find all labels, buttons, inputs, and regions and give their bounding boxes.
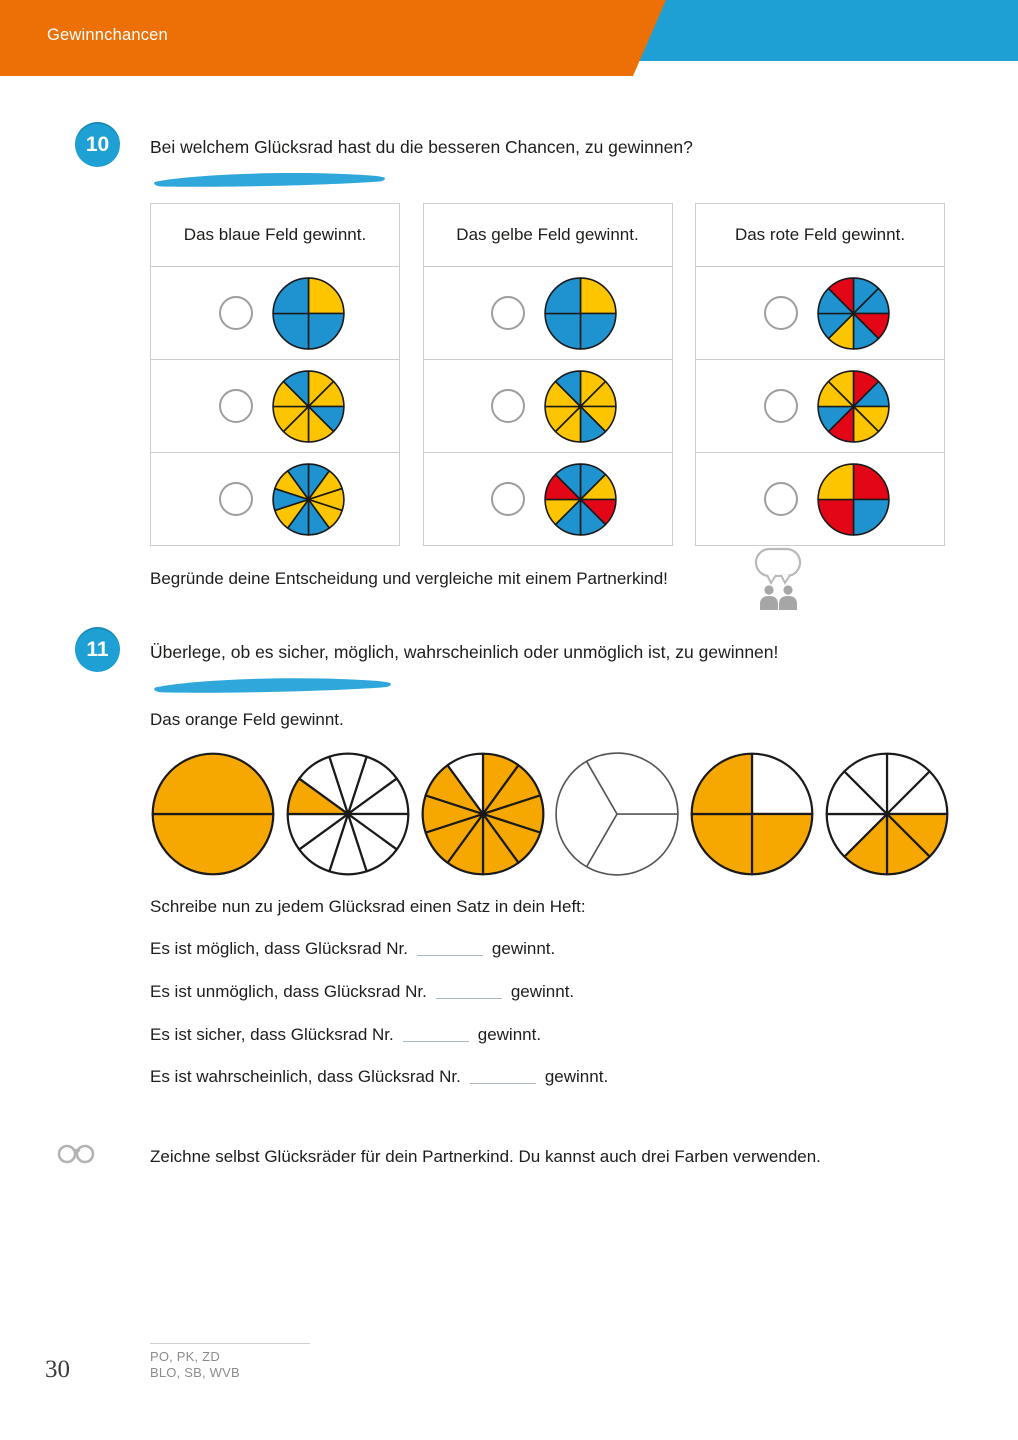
column-header: Das rote Feld gewinnt.: [734, 225, 906, 244]
footer-codes-line1: PO, PK, ZD: [150, 1349, 220, 1364]
sentence-after: gewinnt.: [491, 939, 556, 958]
option-cell: [696, 452, 944, 545]
option-cell: [696, 266, 944, 359]
sentence-before: Es ist unmöglich, dass Glücksrad Nr.: [150, 982, 427, 1001]
sentence-before: Es ist sicher, dass Glücksrad Nr.: [150, 1025, 394, 1044]
spinner-wheel: [816, 369, 891, 444]
spinner-wheel-2: [285, 751, 411, 877]
sentence-sicher: Es ist sicher, dass Glücksrad Nr. gewinnt…: [150, 1025, 541, 1045]
task10-question: Bei welchem Glücksrad hast du die besser…: [150, 137, 693, 157]
table-column-gelb: Das gelbe Feld gewinnt.: [422, 203, 673, 546]
option-cell: [423, 452, 672, 545]
option-cell: [151, 452, 399, 545]
sentence-unmoeglich: Es ist unmöglich, dass Glücksrad Nr. gewi…: [150, 982, 574, 1002]
page-number: 30: [45, 1356, 70, 1383]
spinner-wheel: [543, 462, 618, 537]
radio-option[interactable]: [218, 389, 253, 423]
highlight-marker-task11: [150, 673, 394, 694]
task11-number: 11: [86, 637, 109, 661]
option-cell: [696, 359, 944, 452]
option-cell: [151, 359, 399, 452]
radio-option[interactable]: [763, 296, 798, 330]
partner-talk-icon: [752, 546, 804, 617]
spinner-options-table: Das blaue Feld gewinnt. Das gelbe Feld g…: [150, 203, 945, 546]
radio-option[interactable]: [763, 389, 798, 423]
column-header: Das gelbe Feld gewinnt.: [456, 225, 639, 244]
radio-option[interactable]: [763, 482, 798, 516]
spinner-wheel: [271, 276, 346, 351]
task11-hint: Zeichne selbst Glücksräder für dein Part…: [150, 1147, 821, 1166]
answer-blank[interactable]: [469, 1083, 536, 1084]
radio-option[interactable]: [491, 296, 525, 330]
spinner-wheel: [543, 369, 618, 444]
spinner-wheel: [816, 276, 891, 351]
sentence-after: gewinnt.: [510, 982, 575, 1001]
answer-blank[interactable]: [402, 1041, 469, 1042]
option-cell: [423, 359, 672, 452]
radio-option[interactable]: [491, 389, 525, 423]
table-column-rot: Das rote Feld gewinnt.: [695, 203, 945, 546]
column-header: Das blaue Feld gewinnt.: [183, 225, 367, 244]
highlight-marker-task10: [150, 168, 388, 188]
sentence-before: Es ist wahrscheinlich, dass Glücksrad Nr…: [150, 1067, 461, 1086]
sentence-after: gewinnt.: [544, 1067, 609, 1086]
task11-subline: Das orange Feld gewinnt.: [150, 710, 344, 729]
spinner-wheel: [543, 276, 618, 351]
table-column-blue: Das blaue Feld gewinnt.: [150, 203, 400, 546]
footer-codes: PO, PK, ZD BLO, SB, WVB: [150, 1349, 240, 1381]
spinner-wheel-5: [689, 751, 815, 877]
spinner-wheel: [271, 462, 346, 537]
sentence-moeglich: Es ist möglich, dass Glücksrad Nr. gewinn…: [150, 939, 555, 959]
footer-codes-line2: BLO, SB, WVB: [150, 1365, 240, 1380]
task10-note: Begründe deine Entscheidung und vergleic…: [150, 569, 668, 588]
glasses-icon: [56, 1140, 98, 1171]
header-orange-band: [0, 0, 666, 76]
sentence-wahrscheinlich: Es ist wahrscheinlich, dass Glücksrad Nr…: [150, 1067, 608, 1087]
orange-wheels-row: [150, 751, 950, 877]
radio-option[interactable]: [218, 482, 253, 516]
spinner-wheel-4: [554, 751, 680, 877]
task11-instruction: Schreibe nun zu jedem Glücksrad einen Sa…: [150, 897, 586, 916]
answer-blank[interactable]: [416, 955, 483, 956]
sentence-after: gewinnt.: [477, 1025, 542, 1044]
task11-question: Überlege, ob es sicher, möglich, wahrsch…: [150, 642, 779, 662]
page-header-title: Gewinnchancen: [47, 26, 168, 44]
spinner-wheel-1: [150, 751, 276, 877]
spinner-wheel: [816, 462, 891, 537]
footer-divider: [150, 1343, 310, 1344]
task11-number-badge: 11: [75, 627, 120, 672]
sentence-before: Es ist möglich, dass Glücksrad Nr.: [150, 939, 408, 958]
spinner-wheel-6: [824, 751, 950, 877]
spinner-wheel-3: [420, 751, 546, 877]
answer-blank[interactable]: [435, 998, 502, 999]
radio-option[interactable]: [491, 482, 525, 516]
task10-number: 10: [85, 132, 110, 156]
option-cell: [423, 266, 672, 359]
spinner-wheel: [271, 369, 346, 444]
radio-option[interactable]: [218, 296, 253, 330]
option-cell: [151, 266, 399, 359]
task10-number-badge: 10: [75, 122, 120, 167]
